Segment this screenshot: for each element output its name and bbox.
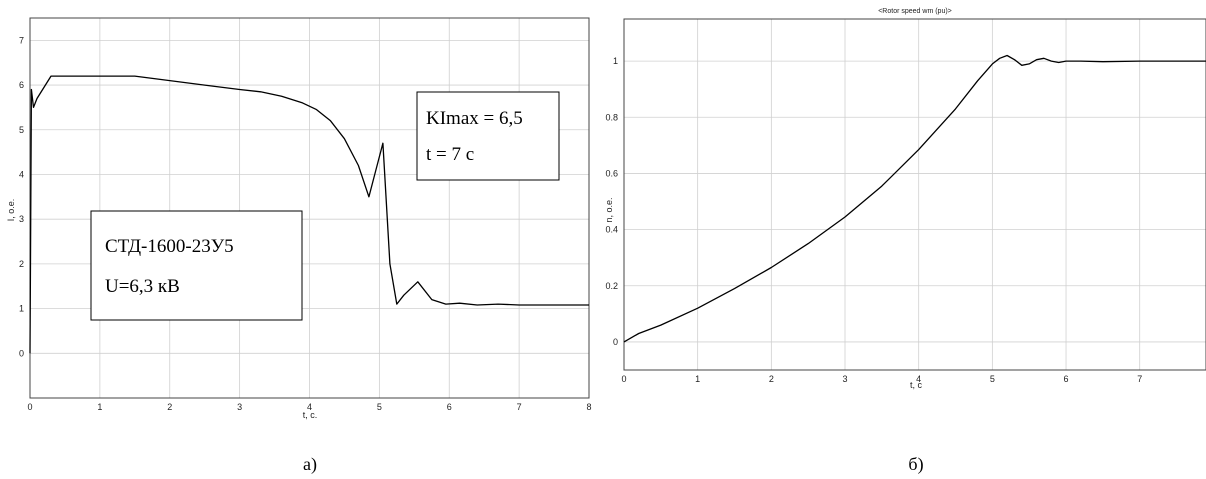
y-tick-label: 0.6 [605,168,618,178]
y-tick-label: 7 [19,35,24,45]
chart-title: <Rotor speed wm (pu)> [878,8,952,15]
x-tick-label: 1 [695,374,700,384]
annotation-text: t = 7 с [426,144,474,165]
series-line [623,54,1206,343]
x-tick-label: 7 [1137,374,1142,384]
panel-caption: б) [908,454,923,475]
x-tick-label: 4 [916,374,921,384]
y-tick-label: 5 [19,125,24,135]
y-tick-label: 6 [19,80,24,90]
series-line [29,75,589,354]
plot-frame [623,18,1206,371]
annotation-text: СТД-1600-23У5 [105,236,234,257]
y-tick-label: 2 [19,259,24,269]
annotation-box [416,91,560,181]
annotation-text: KImax = 6,5 [426,108,523,129]
x-tick-label: 5 [377,402,382,412]
x-tick-label: 3 [237,402,242,412]
x-tick-label: 5 [990,374,995,384]
x-tick-label: 2 [769,374,774,384]
chart-panel-b: 0 1 2 3 4 5 6 7 0 0.2 0.4 0.6 0.8 1 <Rotor speed wm (p… [604,8,1206,475]
plot-frame [29,17,590,399]
y-tick-label: 3 [19,214,24,224]
plot-area [624,19,1206,370]
x-tick-label: 0 [621,374,626,384]
y-tick-label: 0.8 [605,112,618,122]
y-tick-label: 0.2 [605,281,618,291]
x-axis-label: t, c. [303,410,318,420]
y-tick-label: 1 [613,56,618,66]
x-tick-label: 4 [307,402,312,412]
y-tick-label: 0 [613,337,618,347]
x-tick-label: 1 [97,402,102,412]
x-tick-label: 3 [843,374,848,384]
x-tick-label: 6 [1064,374,1069,384]
annotation-text: U=6,3 кВ [105,276,180,297]
chart-panel-a: 0 1 2 3 4 5 6 7 8 0 1 2 3 4 5 6 7 t, c. I, o.e. а) СТД-1600-… [6,17,592,475]
y-axis-label: n, o.e. [604,197,614,222]
x-tick-label: 0 [27,402,32,412]
x-axis-label: t, c [910,380,923,390]
x-tick-label: 8 [586,402,591,412]
y-tick-label: 0.4 [605,225,618,235]
y-axis-label: I, o.e. [6,199,16,222]
x-tick-label: 7 [517,402,522,412]
panel-caption: а) [303,454,317,475]
x-tick-label: 6 [447,402,452,412]
y-tick-label: 1 [19,304,24,314]
y-tick-label: 0 [19,348,24,358]
annotation-box [90,210,303,321]
x-tick-label: 2 [167,402,172,412]
y-tick-label: 4 [19,169,24,179]
